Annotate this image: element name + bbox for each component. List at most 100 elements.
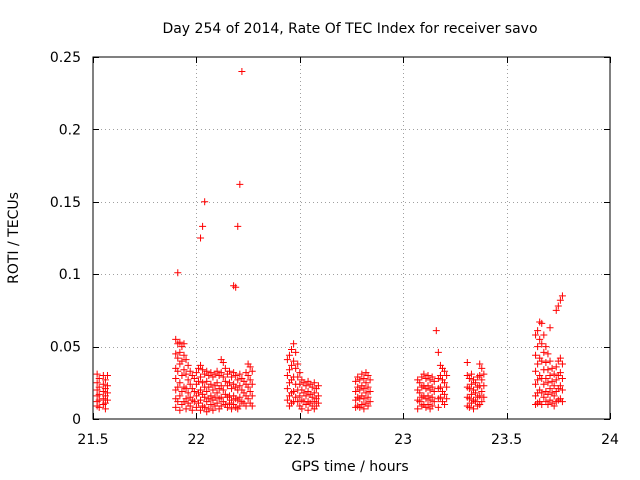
- data-point: [174, 383, 182, 391]
- data-point: [546, 372, 554, 380]
- data-point: [414, 405, 422, 413]
- data-point: [534, 376, 542, 384]
- x-tick-label: 21.5: [77, 432, 108, 448]
- data-point: [190, 374, 198, 382]
- data-point: [199, 379, 207, 387]
- data-point: [199, 366, 207, 374]
- data-point: [480, 393, 488, 401]
- data-point: [362, 379, 370, 387]
- data-point: [416, 379, 424, 387]
- data-point: [236, 402, 244, 410]
- data-point: [294, 360, 302, 368]
- data-point: [209, 406, 217, 414]
- data-point: [360, 395, 368, 403]
- data-point: [292, 364, 300, 372]
- data-point: [182, 385, 190, 393]
- data-point: [476, 392, 484, 400]
- data-point: [201, 198, 209, 206]
- data-point: [217, 402, 225, 410]
- data-point: [186, 367, 194, 375]
- data-point: [199, 222, 207, 230]
- data-point: [360, 405, 368, 413]
- data-point: [234, 376, 242, 384]
- data-point: [443, 372, 451, 380]
- data-point: [362, 389, 370, 397]
- grid-lines: [93, 57, 610, 419]
- data-point: [186, 402, 194, 410]
- data-point: [436, 383, 444, 391]
- data-point: [213, 399, 221, 407]
- data-point: [283, 396, 291, 404]
- data-point: [95, 396, 103, 404]
- data-point: [360, 385, 368, 393]
- data-point: [209, 386, 217, 394]
- data-point: [283, 356, 291, 364]
- y-tick-label: 0.05: [50, 340, 81, 356]
- data-point: [556, 296, 564, 304]
- data-points: [93, 67, 566, 416]
- data-point: [360, 374, 368, 382]
- data-point: [434, 348, 442, 356]
- data-point: [546, 324, 554, 332]
- data-point: [540, 331, 548, 339]
- data-point: [556, 354, 564, 362]
- data-point: [219, 359, 227, 367]
- data-point: [550, 370, 558, 378]
- data-point: [236, 382, 244, 390]
- data-point: [190, 398, 198, 406]
- data-point: [201, 393, 209, 401]
- data-point: [364, 383, 372, 391]
- data-point: [532, 351, 540, 359]
- data-point: [556, 369, 564, 377]
- data-point: [248, 402, 256, 410]
- data-point: [470, 405, 478, 413]
- data-point: [296, 369, 304, 377]
- data-point: [472, 398, 480, 406]
- y-tick-label: 0.2: [59, 122, 81, 138]
- data-point: [552, 376, 560, 384]
- data-point: [186, 380, 194, 388]
- data-point: [174, 354, 182, 362]
- data-point: [552, 306, 560, 314]
- data-point: [99, 380, 107, 388]
- data-point: [184, 361, 192, 369]
- x-axis-title: GPS time / hours: [291, 459, 408, 475]
- data-point: [467, 380, 475, 388]
- data-point: [467, 390, 475, 398]
- data-point: [176, 406, 184, 414]
- data-point: [197, 234, 205, 242]
- data-point: [296, 380, 304, 388]
- data-point: [436, 393, 444, 401]
- data-point: [103, 396, 111, 404]
- data-point: [430, 387, 438, 395]
- data-point: [244, 395, 252, 403]
- data-point: [219, 373, 227, 381]
- data-point: [443, 383, 451, 391]
- data-point: [540, 348, 548, 356]
- data-point: [424, 382, 432, 390]
- data-point: [236, 370, 244, 378]
- data-point: [246, 387, 254, 395]
- data-point: [463, 359, 471, 367]
- data-point: [285, 351, 293, 359]
- data-point: [472, 389, 480, 397]
- y-tick-label: 0.1: [59, 267, 81, 283]
- data-point: [176, 379, 184, 387]
- data-point: [358, 401, 366, 409]
- data-point: [538, 340, 546, 348]
- data-point: [203, 387, 211, 395]
- data-point: [203, 377, 211, 385]
- data-point: [182, 356, 190, 364]
- data-point: [534, 343, 542, 351]
- data-point: [201, 403, 209, 411]
- y-tick-label: 0.25: [50, 50, 81, 66]
- data-point: [228, 405, 236, 413]
- data-point: [292, 348, 300, 356]
- y-tick-label: 0: [72, 412, 81, 428]
- data-point: [424, 401, 432, 409]
- data-point: [95, 383, 103, 391]
- data-point: [288, 361, 296, 369]
- data-point: [178, 357, 186, 365]
- data-point: [310, 389, 318, 397]
- data-point: [178, 387, 186, 395]
